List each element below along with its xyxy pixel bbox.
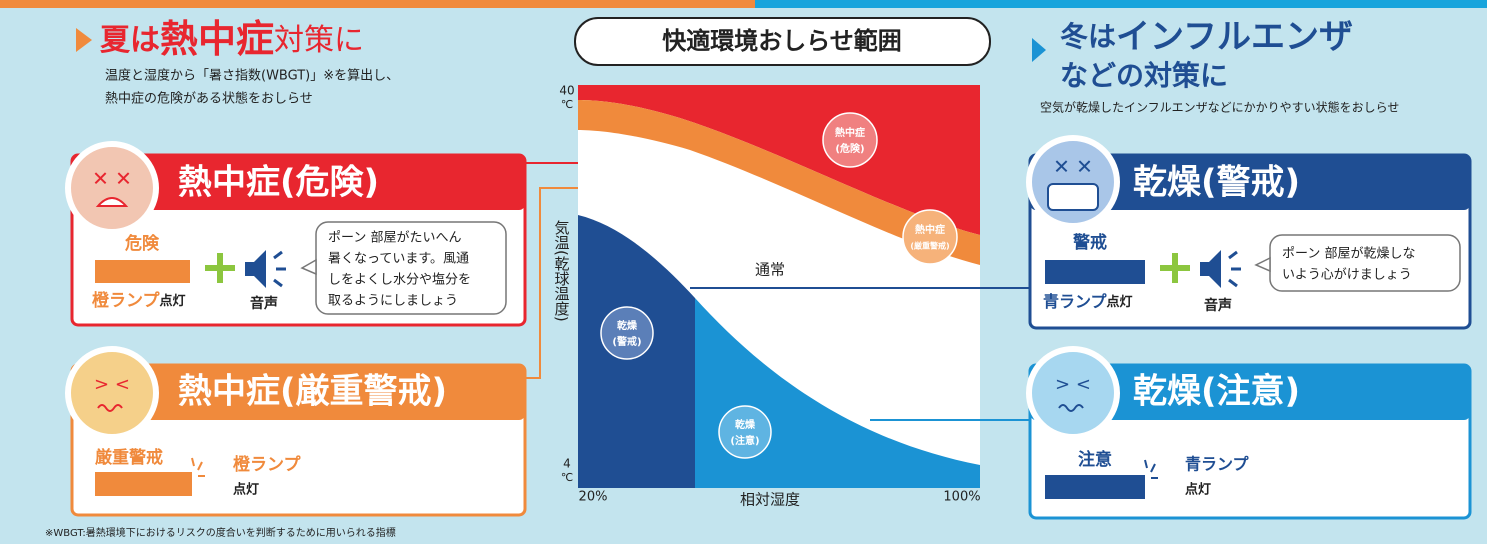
lamp-name: 橙ランプ bbox=[92, 290, 160, 311]
title-em: 熱中症 bbox=[160, 17, 274, 61]
speech-bubble bbox=[1270, 235, 1460, 291]
title-post: 対策に bbox=[274, 23, 364, 58]
message-line: ポーン 部屋がたいへん bbox=[328, 231, 461, 246]
zone-label: 乾燥 bbox=[735, 418, 756, 431]
face-eyes: ✕ ✕ bbox=[92, 167, 132, 191]
x-axis-label: 相対湿度 bbox=[740, 491, 800, 509]
infographic: 夏は熱中症対策に 温度と湿度から「暑さ指数(WBGT)」※を算出し、 熱中症の危… bbox=[0, 0, 1487, 544]
zone-badge bbox=[719, 406, 771, 458]
x-right-label: 100% bbox=[943, 490, 980, 505]
card-title: 熱中症(厳重警戒) bbox=[178, 372, 447, 412]
lamp bbox=[95, 260, 190, 283]
y-axis-label: 気温(乾球温度) bbox=[553, 220, 571, 322]
y-top-label: 40 bbox=[559, 84, 574, 98]
title-pre: 夏は bbox=[100, 23, 160, 58]
y-bottom-label: 4 bbox=[563, 457, 571, 471]
lamp-suffix: 点灯 bbox=[1107, 294, 1133, 310]
message-line: ポーン 部屋が乾燥しな bbox=[1282, 247, 1415, 262]
card-title: 熱中症(危険) bbox=[178, 163, 379, 203]
voice-label: 音声 bbox=[1204, 297, 1232, 314]
lamp-label: 青ランプ点灯 bbox=[1043, 292, 1133, 311]
zone-label: 乾燥 bbox=[617, 319, 638, 332]
message-line: いよう心がけましょう bbox=[1282, 268, 1412, 283]
chart-title: 快適環境おしらせ範囲 bbox=[662, 27, 902, 55]
zone-label: 通常 bbox=[755, 261, 785, 279]
y-unit: ℃ bbox=[561, 98, 573, 111]
level-label: 注意 bbox=[1078, 449, 1112, 470]
lamp-suffix: 点灯 bbox=[233, 482, 259, 498]
description: 温度と湿度から「暑さ指数(WBGT)」※を算出し、 bbox=[105, 68, 399, 84]
zone-badge bbox=[903, 210, 957, 264]
footnote: ※WBGT:暑熱環境下におけるリスクの度合いを判断するために用いられる指標 bbox=[45, 526, 396, 539]
lamp-suffix: 点灯 bbox=[1185, 482, 1211, 498]
lamp bbox=[1045, 475, 1145, 499]
title-pre: 冬は bbox=[1060, 20, 1116, 53]
level-label: 危険 bbox=[124, 233, 160, 254]
description: 空気が乾燥したインフルエンザなどにかかりやすい状態をおしらせ bbox=[1040, 100, 1399, 115]
lamp-suffix: 点灯 bbox=[160, 293, 186, 309]
lamp-label: 橙ランプ点灯 bbox=[92, 290, 186, 311]
zone-badge bbox=[823, 113, 877, 167]
top-bar-winter bbox=[755, 0, 1487, 8]
description: 熱中症の危険がある状態をおしらせ bbox=[105, 91, 313, 107]
face-icon bbox=[1029, 138, 1117, 226]
face-eyes: ✕ ✕ bbox=[1053, 155, 1093, 179]
lamp-name: 青ランプ bbox=[1043, 292, 1108, 311]
lamp-name: 青ランプ bbox=[1185, 455, 1250, 474]
zone-label: (注意) bbox=[730, 434, 759, 447]
message-line: 暑くなっています。風通 bbox=[328, 252, 469, 267]
face-eyes: > < bbox=[1055, 374, 1091, 395]
winter-title: 冬はインフルエンザ bbox=[1060, 17, 1353, 57]
summer-title: 夏は熱中症対策に bbox=[100, 17, 364, 61]
y-unit: ℃ bbox=[561, 471, 573, 484]
level-label: 厳重警戒 bbox=[95, 447, 163, 468]
top-bar-summer bbox=[0, 0, 755, 8]
lamp bbox=[95, 472, 192, 496]
card-title: 乾燥(注意) bbox=[1133, 372, 1300, 412]
x-left-label: 20% bbox=[579, 490, 608, 505]
message-line: 取るようにしましょう bbox=[328, 294, 458, 309]
zone-label: 熱中症 bbox=[835, 126, 865, 139]
face-eyes: > < bbox=[94, 374, 130, 395]
zone-label: (厳重警戒) bbox=[910, 241, 949, 251]
voice-label: 音声 bbox=[250, 295, 278, 312]
zone-label: (警戒) bbox=[612, 335, 641, 348]
zone-badge bbox=[601, 307, 653, 359]
winter-title-line2: などの対策に bbox=[1060, 59, 1228, 92]
message-line: しをよくし水分や塩分を bbox=[328, 273, 471, 288]
zone-label: 熱中症 bbox=[915, 223, 945, 236]
lamp bbox=[1045, 260, 1145, 284]
lamp-name: 橙ランプ bbox=[233, 454, 301, 475]
level-label: 警戒 bbox=[1072, 232, 1107, 253]
face-mask bbox=[1048, 184, 1098, 210]
card-title: 乾燥(警戒) bbox=[1133, 163, 1300, 203]
title-em: インフルエンザ bbox=[1116, 17, 1353, 57]
zone-label: (危険) bbox=[835, 142, 864, 155]
